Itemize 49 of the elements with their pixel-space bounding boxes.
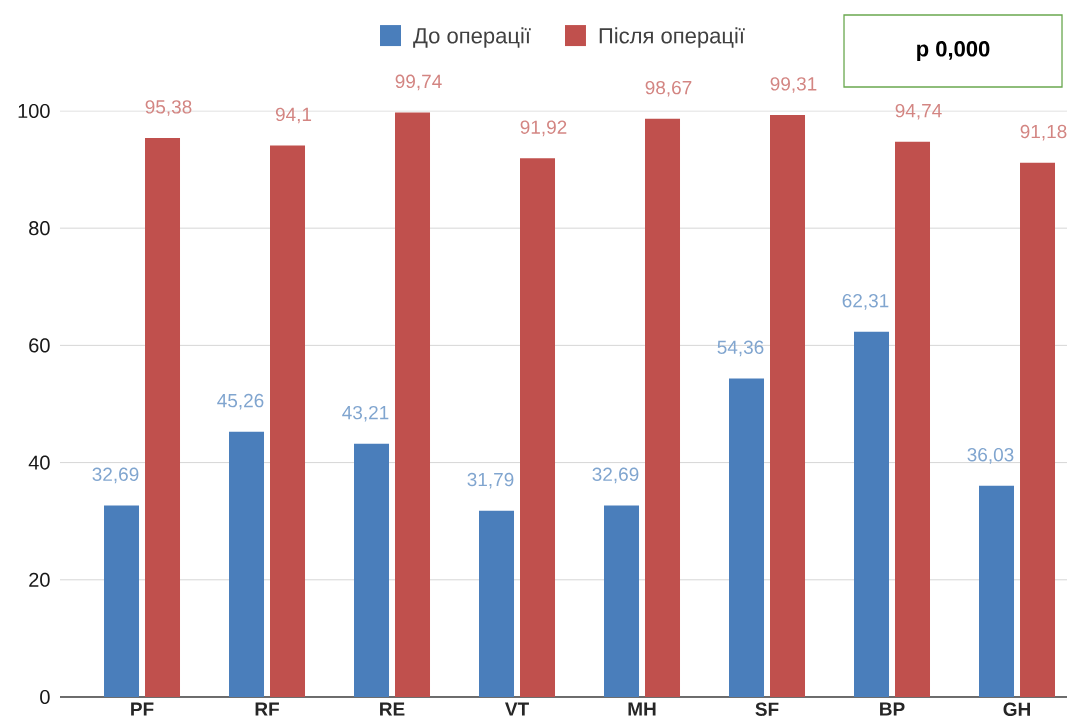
bar	[520, 158, 556, 697]
data-label: 99,74	[395, 74, 442, 91]
bar	[104, 505, 140, 697]
bar	[270, 145, 306, 697]
bar	[979, 485, 1015, 697]
y-tick-label: 20	[29, 572, 50, 587]
data-label: 54,36	[717, 340, 764, 357]
x-tick-label: SF	[755, 702, 779, 716]
y-tick-label: 60	[29, 338, 50, 353]
data-label: 32,69	[92, 467, 139, 484]
bar	[145, 138, 181, 697]
x-tick-label: MH	[628, 702, 656, 716]
data-label: 45,26	[217, 393, 264, 410]
text: p 0,000	[917, 41, 990, 61]
x-tick-label: RE	[380, 702, 405, 716]
data-label: 31,79	[467, 472, 514, 489]
data-label: 36,03	[967, 447, 1014, 464]
data-label: 62,31	[842, 293, 889, 310]
x-tick-label: GH	[1003, 702, 1030, 716]
bar	[395, 112, 431, 697]
x-tick-label: VT	[504, 702, 529, 716]
data-label: 95,38	[145, 100, 192, 116]
bar	[604, 505, 640, 697]
bar	[645, 118, 681, 697]
y-tick-label: 100	[18, 103, 50, 119]
bar	[229, 431, 265, 697]
data-label: 32,69	[592, 467, 639, 484]
bar	[1020, 162, 1056, 697]
data-label: 94,74	[895, 103, 942, 120]
data-label: 91,18	[1020, 124, 1067, 141]
bar	[729, 378, 765, 697]
x-tick-label: BP	[880, 702, 905, 716]
data-label: 94,1	[275, 107, 312, 124]
data-label: 98,67	[645, 80, 692, 97]
bar	[770, 115, 806, 697]
legend-label: Після операції	[599, 27, 745, 48]
bar	[854, 331, 890, 697]
x-tick-label: PF	[131, 702, 154, 716]
bar	[895, 141, 931, 697]
y-tick-label: 80	[29, 221, 50, 236]
y-tick-label: 0	[40, 689, 50, 705]
y-tick-label: 40	[28, 455, 50, 470]
data-label: 43,21	[342, 405, 389, 422]
data-label: 91,92	[520, 120, 567, 137]
x-tick-label: RF	[255, 702, 279, 716]
legend-label: До операції	[413, 27, 531, 48]
bar	[479, 510, 515, 697]
data-label: 99,31	[770, 77, 817, 93]
bar	[354, 443, 390, 697]
